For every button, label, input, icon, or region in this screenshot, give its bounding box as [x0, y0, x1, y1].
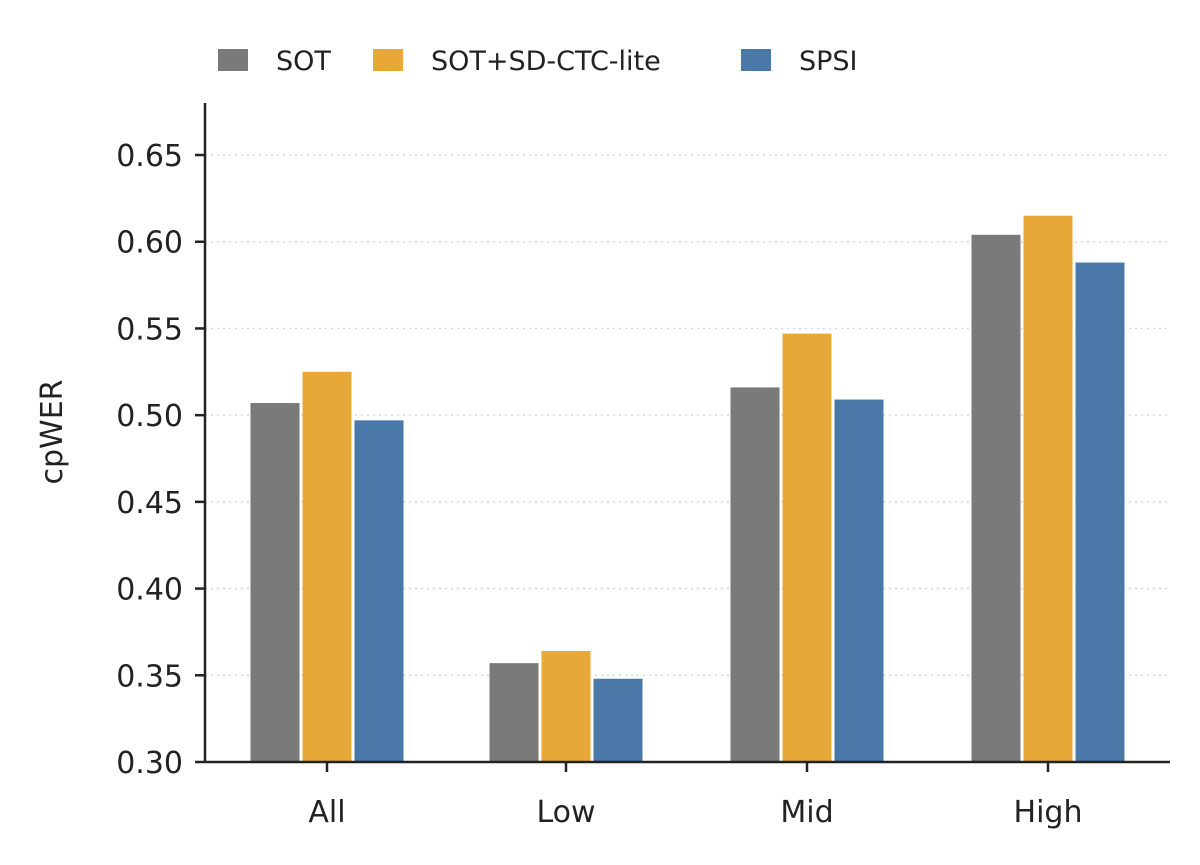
legend-label-0: SOT [276, 46, 331, 77]
legend-swatch-0 [218, 49, 248, 71]
legend: SOT SOT+SD-CTC-lite SPSI [218, 46, 858, 77]
legend-swatch-1 [373, 49, 403, 71]
y-tick-label: 0.65 [116, 139, 183, 174]
legend-swatch-2 [741, 49, 771, 71]
y-tick-label: 0.55 [116, 312, 183, 347]
y-tick-label: 0.45 [116, 486, 183, 521]
y-ticks: 0.30 0.35 0.40 0.45 0.50 0.55 0.60 0.65 [116, 139, 205, 781]
bar-high-2 [1075, 262, 1125, 762]
y-tick-label: 0.40 [116, 573, 183, 608]
y-tick-label: 0.35 [116, 659, 183, 694]
bar-mid-1 [782, 333, 832, 762]
bar-high-0 [971, 234, 1021, 763]
legend-label-1: SOT+SD-CTC-lite [431, 46, 661, 77]
x-tick-label: Mid [780, 795, 833, 830]
y-axis-label: cpWER [35, 380, 70, 485]
y-tick-label: 0.30 [116, 746, 183, 781]
x-ticks: All Low Mid High [308, 762, 1082, 830]
bars [250, 215, 1125, 763]
bar-low-2 [593, 678, 643, 762]
x-tick-label: High [1014, 795, 1083, 830]
bar-high-1 [1023, 215, 1073, 762]
bar-low-1 [541, 651, 591, 762]
x-tick-label: Low [536, 795, 595, 830]
legend-label-2: SPSI [799, 46, 858, 77]
y-tick-label: 0.50 [116, 399, 183, 434]
axes [203, 103, 1170, 764]
y-tick-label: 0.60 [116, 226, 183, 261]
bar-all-1 [302, 371, 352, 762]
bar-low-0 [489, 663, 539, 762]
bar-all-2 [354, 420, 404, 762]
bar-all-0 [250, 403, 300, 762]
x-tick-label: All [308, 795, 345, 830]
bar-mid-0 [730, 387, 780, 762]
bar-mid-2 [834, 399, 884, 762]
